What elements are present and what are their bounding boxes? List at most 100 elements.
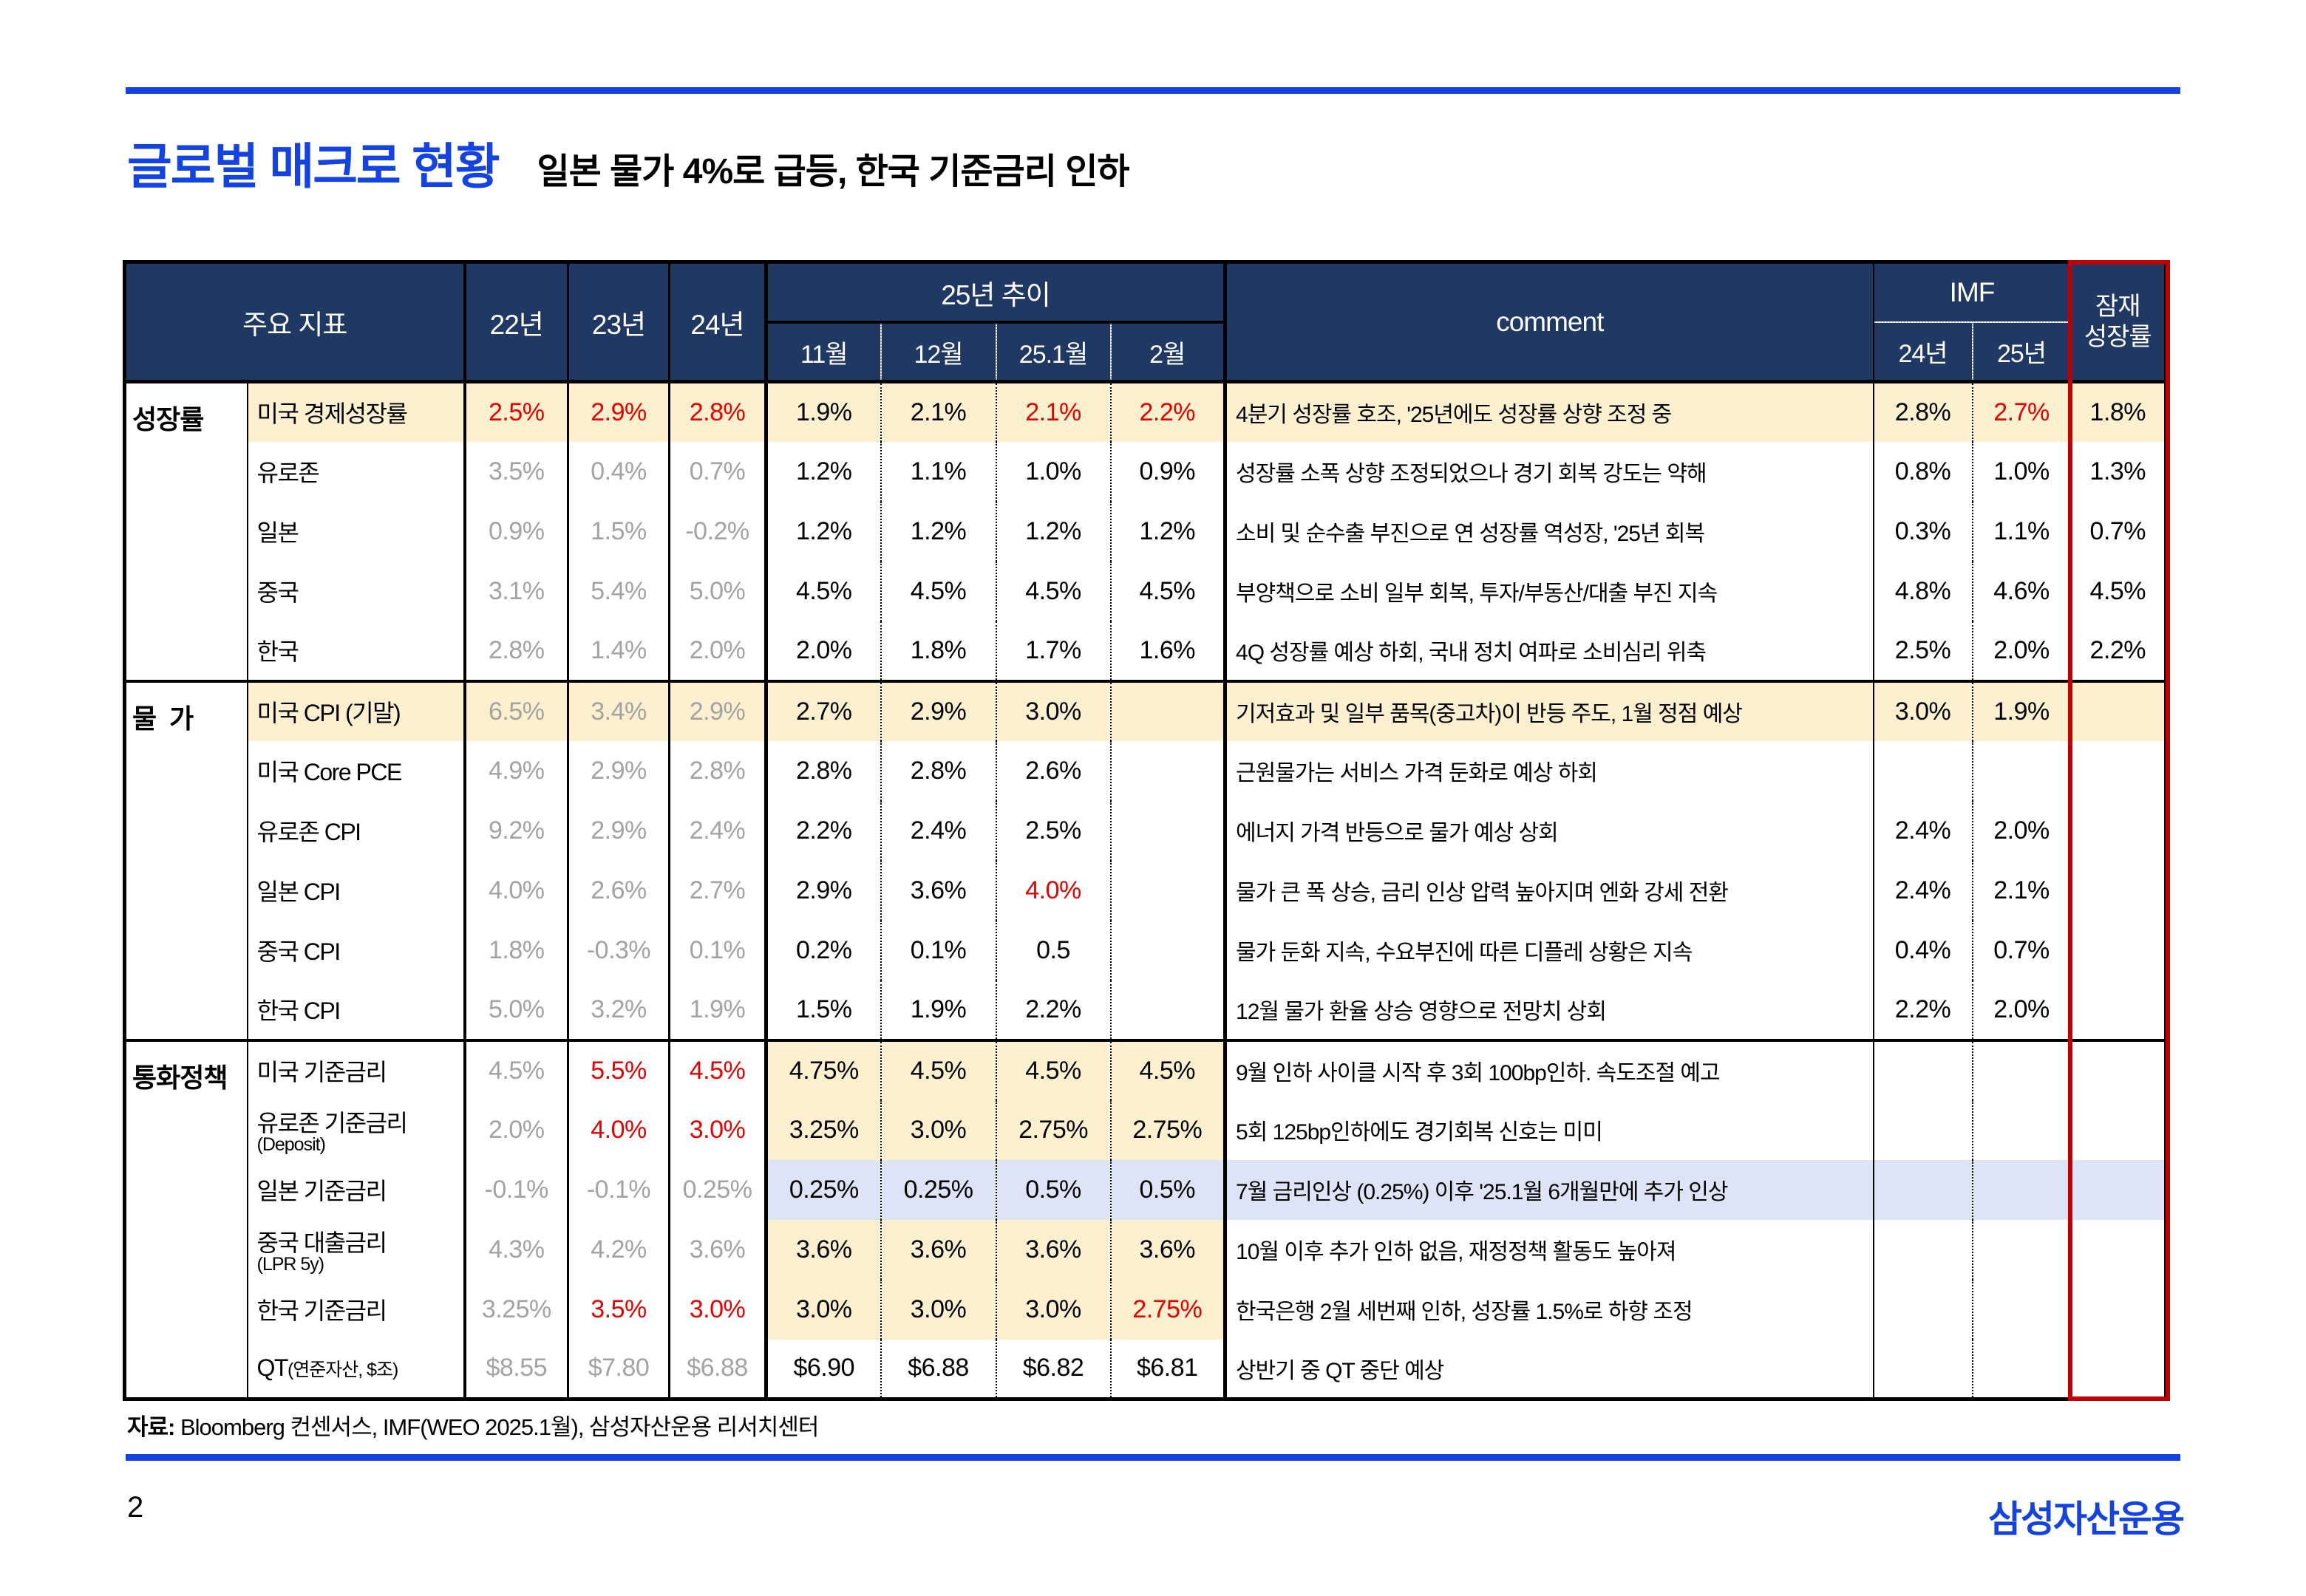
month-value-cell: $6.88 bbox=[880, 1339, 996, 1399]
year-value-cell: 4.2% bbox=[567, 1219, 670, 1280]
year-value-cell: 6.5% bbox=[463, 679, 568, 741]
month-value-cell: 2.7% bbox=[764, 679, 881, 741]
header-imf: IMF bbox=[1872, 262, 2071, 323]
year-value-cell: 2.9% bbox=[668, 679, 766, 741]
month-value-cell: 2.9% bbox=[764, 860, 881, 921]
indicator-name: 미국 CPI (기말) bbox=[256, 700, 401, 726]
imf-24-cell: 2.5% bbox=[1872, 621, 1973, 681]
month-value-cell: 0.9% bbox=[1109, 441, 1225, 502]
page-number: 2 bbox=[127, 1491, 144, 1524]
month-value-cell: $6.82 bbox=[995, 1339, 1111, 1399]
source-text: Bloomberg 컨센서스, IMF(WEO 2025.1월), 삼성자산운용… bbox=[174, 1414, 819, 1440]
imf-25-cell: 2.7% bbox=[1971, 381, 2071, 442]
table-row: 한국 기준금리 3.25% 3.5% 3.0% 3.0% 3.0% 3.0% 2.75% 한국은… bbox=[125, 1279, 2166, 1340]
comment-cell: 부양책으로 소비 일부 회복, 투자/부동산/대출 부진 지속 bbox=[1223, 561, 1874, 621]
imf-24-cell bbox=[1872, 1099, 1973, 1160]
year-value-cell: $7.80 bbox=[567, 1339, 670, 1399]
table-row: QT(연준자산, $조) $8.55 $7.80 $6.88 $6.90 $6.88 $6.… bbox=[125, 1339, 2166, 1399]
indicator-name: QT bbox=[256, 1354, 289, 1382]
indicator-name: 중국 CPI bbox=[256, 938, 341, 965]
imf-24-cell bbox=[1872, 1279, 1973, 1340]
imf-24-cell bbox=[1872, 740, 1973, 801]
comment-cell: 한국은행 2월 세번째 인하, 성장률 1.5%로 하향 조정 bbox=[1223, 1279, 1874, 1340]
table-body: 성장률 미국 경제성장률 2.5% 2.9% 2.8% 1.9% 2.1% 2.1% 2.2% 4… bbox=[124, 381, 2166, 1399]
table-row: 일본 CPI 4.0% 2.6% 2.7% 2.9% 3.6% 4.0% 물가 큰 폭 상승,… bbox=[125, 860, 2166, 921]
year-value-cell: 3.4% bbox=[567, 679, 670, 741]
potential-growth-cell bbox=[2069, 1038, 2166, 1100]
imf-25-cell: 2.0% bbox=[1971, 621, 2071, 681]
indicator-name: 유로존 CPI bbox=[256, 819, 362, 845]
comment-cell: 에너지 가격 반등으로 물가 예상 상회 bbox=[1223, 800, 1874, 861]
year-value-cell: 1.8% bbox=[463, 920, 568, 981]
imf-24-cell bbox=[1872, 1038, 1973, 1100]
year-value-cell: 4.3% bbox=[463, 1219, 568, 1280]
indicator-name: 일본 기준금리 bbox=[256, 1178, 388, 1204]
year-value-cell: 0.25% bbox=[668, 1159, 766, 1220]
year-value-cell: 4.9% bbox=[463, 740, 568, 801]
comment-cell: 기저효과 및 일부 품목(중고차)이 반등 주도, 1월 정점 예상 bbox=[1223, 679, 1874, 741]
year-value-cell: $8.55 bbox=[463, 1339, 568, 1399]
year-value-cell: -0.3% bbox=[567, 920, 670, 981]
section-label: 통화정책 bbox=[124, 1038, 248, 1399]
year-value-cell: 2.5% bbox=[463, 381, 568, 442]
imf-24-cell: 2.8% bbox=[1872, 381, 1973, 442]
year-value-cell: 3.2% bbox=[567, 980, 670, 1040]
imf-25-cell bbox=[1971, 1339, 2071, 1399]
month-value-cell: 0.25% bbox=[880, 1159, 996, 1220]
indicator-name-cell: 한국 bbox=[246, 621, 465, 681]
month-value-cell: 2.2% bbox=[995, 980, 1111, 1040]
potential-growth-cell bbox=[2069, 800, 2166, 861]
year-value-cell: 3.5% bbox=[567, 1279, 670, 1340]
month-value-cell bbox=[1109, 679, 1225, 741]
header-main-indicators: 주요 지표 bbox=[124, 262, 465, 383]
comment-cell: 물가 둔화 지속, 수요부진에 따른 디플레 상황은 지속 bbox=[1223, 920, 1874, 981]
table-row: 성장률 미국 경제성장률 2.5% 2.9% 2.8% 1.9% 2.1% 2.1% 2.2% 4… bbox=[124, 381, 2166, 681]
indicator-name: 한국 기준금리 bbox=[256, 1297, 388, 1324]
source-label: 자료: bbox=[127, 1414, 175, 1440]
potential-growth-cell bbox=[2069, 860, 2166, 921]
year-value-cell: 2.4% bbox=[668, 800, 766, 861]
page-title: 글로벌 매크로 현황 bbox=[127, 139, 500, 194]
indicator-name: 한국 bbox=[256, 638, 299, 665]
title-block: 글로벌 매크로 현황 일본 물가 4%로 급등, 한국 기준금리 인하 bbox=[127, 127, 1130, 198]
indicator-name-cell: 일본 CPI bbox=[246, 860, 465, 921]
year-value-cell: 4.0% bbox=[463, 860, 568, 921]
year-value-cell: 3.5% bbox=[463, 441, 568, 502]
comment-cell: 물가 큰 폭 상승, 금리 인상 압력 높아지며 엔화 강세 전환 bbox=[1223, 860, 1874, 921]
table-header: 주요 지표 22년 23년 24년 25년 추이 comment IMF 잠재 성… bbox=[124, 262, 2166, 383]
header-year-24: 24년 bbox=[668, 262, 766, 383]
year-value-cell: -0.1% bbox=[567, 1159, 670, 1220]
month-value-cell: 4.5% bbox=[880, 1038, 996, 1100]
imf-25-cell bbox=[1971, 1038, 2071, 1100]
macro-data-table: 주요 지표 22년 23년 24년 25년 추이 comment IMF 잠재 성… bbox=[123, 260, 2169, 1401]
year-value-cell: 4.5% bbox=[463, 1038, 568, 1100]
month-value-cell: 1.2% bbox=[764, 501, 881, 562]
year-value-cell: 5.4% bbox=[567, 561, 670, 621]
month-value-cell: 2.75% bbox=[995, 1099, 1111, 1160]
potential-growth-cell bbox=[2069, 1339, 2166, 1399]
month-value-cell: $6.81 bbox=[1109, 1339, 1225, 1399]
indicator-name: 미국 경제성장률 bbox=[256, 400, 408, 428]
indicator-name: 일본 bbox=[256, 519, 299, 546]
table-row: 통화정책 미국 기준금리 4.5% 5.5% 4.5% 4.75% 4.5% 4.5% 4.5%… bbox=[124, 1038, 2166, 1399]
macro-table: 주요 지표 22년 23년 24년 25년 추이 comment IMF 잠재 성… bbox=[123, 260, 2170, 1401]
indicator-name-cell: 일본 기준금리 bbox=[246, 1159, 465, 1220]
comment-cell: 12월 물가 환율 상승 영향으로 전망치 상회 bbox=[1223, 980, 1874, 1040]
imf-24-cell: 3.0% bbox=[1872, 679, 1973, 741]
comment-cell: 근원물가는 서비스 가격 둔화로 예상 하회 bbox=[1223, 740, 1874, 801]
table-row: 유로존 3.5% 0.4% 0.7% 1.2% 1.1% 1.0% 0.9% 성장률 소폭 상향… bbox=[125, 441, 2166, 502]
indicator-subname: (LPR 5y) bbox=[256, 1253, 325, 1275]
month-value-cell: 1.8% bbox=[880, 621, 996, 681]
comment-cell: 성장률 소폭 상향 조정되었으나 경기 회복 강도는 약해 bbox=[1223, 441, 1874, 502]
indicator-subname: (Deposit) bbox=[256, 1133, 326, 1155]
indicator-name: 중국 대출금리 bbox=[256, 1229, 388, 1256]
potential-growth-cell bbox=[2069, 1279, 2166, 1340]
indicator-name-cell: 중국 CPI bbox=[246, 920, 465, 981]
year-value-cell: 3.25% bbox=[463, 1279, 568, 1340]
month-value-cell: 1.9% bbox=[880, 980, 996, 1040]
imf-24-cell: 0.4% bbox=[1872, 920, 1973, 981]
header-month-nov: 11월 bbox=[764, 322, 881, 383]
potential-growth-cell: 0.7% bbox=[2069, 501, 2166, 562]
table-row: 미국 Core PCE 4.9% 2.9% 2.8% 2.8% 2.8% 2.6% 근원물가는… bbox=[125, 740, 2166, 801]
